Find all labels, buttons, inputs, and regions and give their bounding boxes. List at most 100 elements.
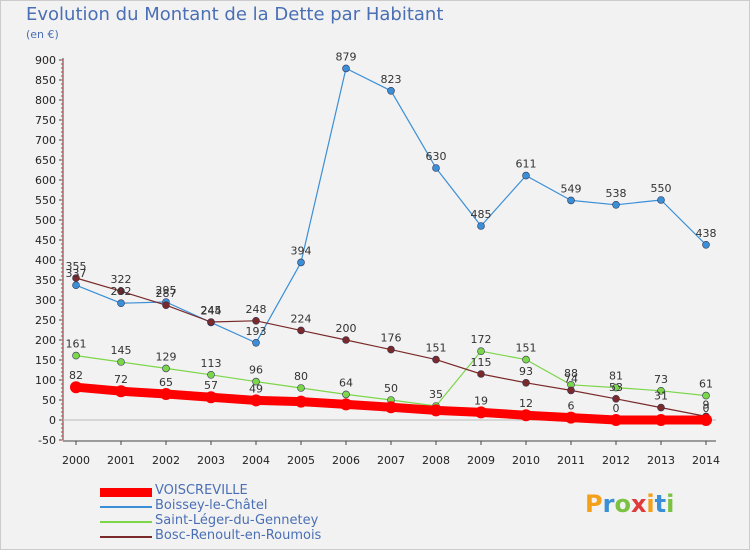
legend-swatch <box>100 536 152 538</box>
series-point-0[interactable] <box>295 395 307 408</box>
series-point-0[interactable] <box>340 398 352 411</box>
series-point-2[interactable] <box>297 384 305 392</box>
series-point-1[interactable] <box>702 241 710 249</box>
y-tick-label: 300 <box>35 294 56 307</box>
x-tick-label: 2012 <box>602 454 630 467</box>
series-point-1[interactable] <box>342 64 350 73</box>
data-label-2: 172 <box>471 333 492 346</box>
series-point-3[interactable] <box>252 316 260 325</box>
series-point-3[interactable] <box>342 336 350 344</box>
legend-swatch <box>100 506 152 508</box>
data-label-2: 129 <box>156 350 177 363</box>
data-label-3: 53 <box>609 381 623 394</box>
series-point-3[interactable] <box>297 326 305 335</box>
data-label-3: 93 <box>519 365 533 378</box>
series-point-0[interactable] <box>430 404 442 417</box>
series-point-0[interactable] <box>70 381 82 394</box>
series-point-1[interactable] <box>432 164 440 172</box>
series-point-1[interactable] <box>297 258 305 267</box>
x-tick-label: 2014 <box>692 454 720 467</box>
x-tick-label: 2009 <box>467 454 495 467</box>
series-point-0[interactable] <box>385 401 397 414</box>
data-label-2: 61 <box>699 378 713 391</box>
series-point-1[interactable] <box>477 222 485 230</box>
series-point-1[interactable] <box>252 338 260 347</box>
y-tick-label: 800 <box>35 94 56 107</box>
series-point-2[interactable] <box>207 370 215 379</box>
data-label-3: 31 <box>654 390 668 403</box>
data-label-1: 295 <box>156 284 177 297</box>
data-label-2: 50 <box>384 382 398 395</box>
legend-swatch <box>100 487 152 497</box>
x-tick-label: 2004 <box>242 454 270 467</box>
series-point-0[interactable] <box>475 406 487 419</box>
y-tick-label: 100 <box>35 374 56 387</box>
series-point-0[interactable] <box>115 385 127 398</box>
data-label-3: 245 <box>201 304 222 317</box>
series-point-1[interactable] <box>567 196 575 205</box>
series-point-0[interactable] <box>160 388 172 400</box>
series-point-3[interactable] <box>612 394 620 403</box>
series-point-2[interactable] <box>657 386 665 395</box>
series-point-3[interactable] <box>207 318 215 326</box>
data-label-1: 611 <box>516 158 537 171</box>
logo-letter: i <box>646 490 655 518</box>
series-point-0[interactable] <box>610 414 622 426</box>
series-point-0[interactable] <box>700 414 712 426</box>
series-point-3[interactable] <box>162 301 170 310</box>
series-point-2[interactable] <box>252 377 260 386</box>
line-chart: -500501001502002503003504004505005506006… <box>35 50 720 467</box>
series-point-2[interactable] <box>162 364 170 373</box>
series-point-3[interactable] <box>657 403 665 412</box>
series-point-3[interactable] <box>72 274 80 282</box>
proxiti-logo[interactable]: Proxiti <box>585 490 674 518</box>
series-point-0[interactable] <box>565 411 577 424</box>
series-point-2[interactable] <box>72 351 80 360</box>
series-point-3[interactable] <box>522 378 530 387</box>
series-point-1[interactable] <box>72 281 80 290</box>
data-label-2: 35 <box>429 388 443 401</box>
series-point-1[interactable] <box>612 201 620 209</box>
series-point-0[interactable] <box>205 391 217 404</box>
series-point-3[interactable] <box>477 370 485 378</box>
chart-axes: -500501001502002503003504004505005506006… <box>35 54 720 467</box>
series-point-1[interactable] <box>387 87 395 95</box>
series-point-0[interactable] <box>250 394 262 407</box>
data-label-0: 0 <box>703 402 710 415</box>
series-point-3[interactable] <box>567 386 575 395</box>
series-point-0[interactable] <box>655 414 667 426</box>
data-label-1: 292 <box>111 285 132 298</box>
data-label-3: 248 <box>246 303 267 316</box>
x-tick-label: 2008 <box>422 454 450 467</box>
series-point-2[interactable] <box>477 347 485 356</box>
logo-letter: x <box>630 490 647 518</box>
series-point-2[interactable] <box>117 358 125 366</box>
series-point-1[interactable] <box>657 196 665 204</box>
data-label-1: 394 <box>291 244 312 257</box>
legend-label: Bosc-Renoult-en-Roumois <box>155 528 322 543</box>
series-point-3[interactable] <box>117 287 125 296</box>
series-point-2[interactable] <box>342 390 350 399</box>
y-tick-label: 450 <box>35 234 56 247</box>
series-point-3[interactable] <box>387 345 395 354</box>
series-point-2[interactable] <box>612 383 620 392</box>
x-tick-label: 2006 <box>332 454 360 467</box>
data-label-2: 80 <box>294 370 308 383</box>
logo-letter: o <box>614 490 631 518</box>
data-label-2: 88 <box>564 367 578 380</box>
y-tick-label: 850 <box>35 74 56 87</box>
series-point-3[interactable] <box>432 355 440 364</box>
x-tick-label: 2005 <box>287 454 315 467</box>
series-layer <box>70 64 712 426</box>
data-label-1: 485 <box>471 208 492 221</box>
series-point-1[interactable] <box>522 171 530 180</box>
data-label-1: 879 <box>336 50 357 63</box>
data-label-0: 0 <box>613 402 620 415</box>
series-point-2[interactable] <box>702 391 710 400</box>
series-point-0[interactable] <box>520 409 532 422</box>
series-point-1[interactable] <box>117 299 125 308</box>
y-tick-label: 600 <box>35 174 56 187</box>
series-point-2[interactable] <box>522 355 530 364</box>
legend-label: Saint-Léger-du-Gennetey <box>155 513 319 528</box>
y-tick-label: -50 <box>38 434 56 447</box>
